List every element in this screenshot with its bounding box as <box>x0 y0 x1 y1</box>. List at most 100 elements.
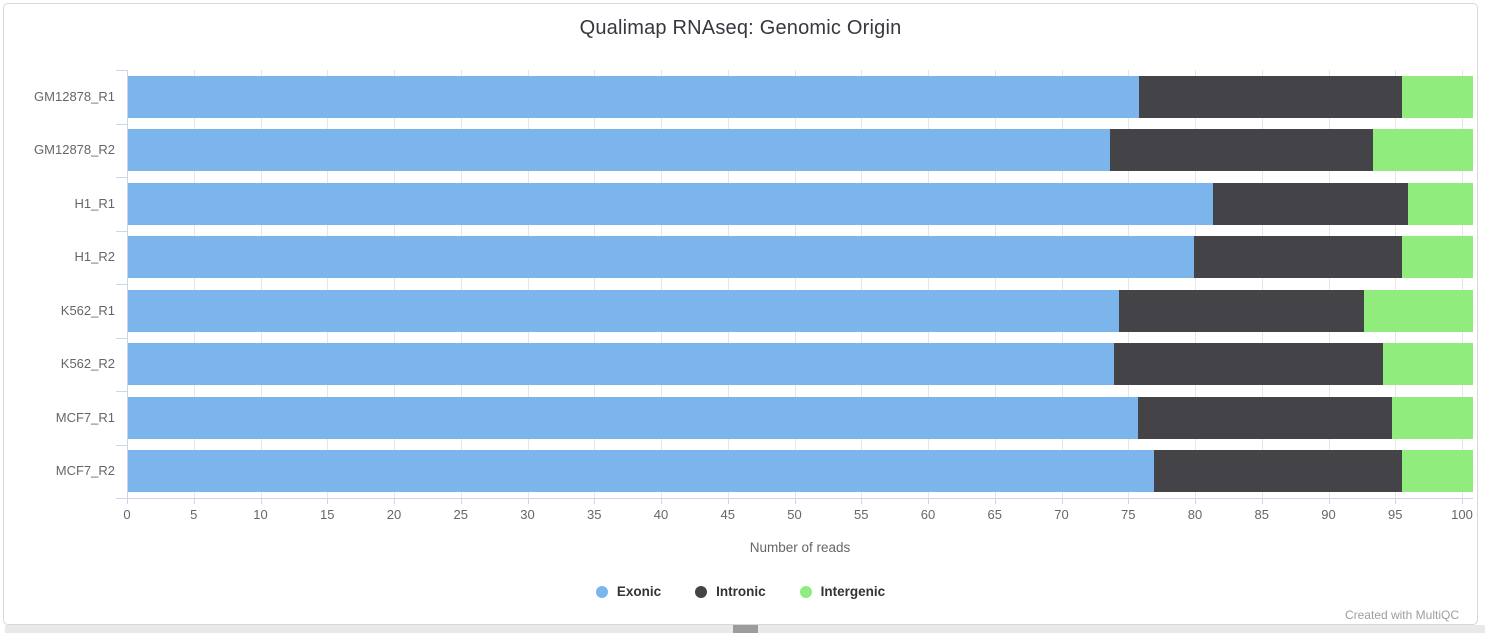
gridline-80 <box>1195 70 1196 498</box>
y-axis-line <box>127 70 128 498</box>
plot-area <box>116 70 1473 504</box>
bar-row-H1_R2 <box>127 236 1473 279</box>
x-tick-label-65: 65 <box>987 507 1002 522</box>
bar-segment-exonic-K562_R2[interactable] <box>127 343 1114 386</box>
legend: Exonic Intronic Intergenic <box>4 584 1477 599</box>
x-tick-label-40: 40 <box>653 507 669 522</box>
bar-segment-exonic-K562_R1[interactable] <box>127 289 1119 332</box>
bar-segment-exonic-GM12878_R2[interactable] <box>127 129 1110 172</box>
legend-label-intergenic: Intergenic <box>820 584 886 599</box>
x-tick-50 <box>794 498 796 504</box>
bar-row-GM12878_R2 <box>127 129 1473 172</box>
y-label-K562_R1: K562_R1 <box>60 302 115 318</box>
bar-segment-intronic-GM12878_R2[interactable] <box>1109 129 1374 172</box>
y-tick-4 <box>116 284 127 285</box>
y-tick-5 <box>116 338 127 339</box>
y-tick-8 <box>116 498 127 499</box>
h-scrollbar-thumb[interactable] <box>733 625 758 633</box>
bar-segment-intronic-MCF7_R1[interactable] <box>1137 396 1393 439</box>
bar-row-H1_R1 <box>127 182 1473 225</box>
h-scrollbar[interactable] <box>5 625 1485 633</box>
bar-segment-exonic-MCF7_R1[interactable] <box>127 396 1138 439</box>
y-label-H1_R1: H1_R1 <box>74 195 115 211</box>
y-label-GM12878_R2: GM12878_R2 <box>34 142 115 158</box>
legend-marker-exonic <box>595 585 608 598</box>
bar-row-MCF7_R2 <box>127 450 1473 493</box>
gridline-45 <box>727 70 729 498</box>
bar-segment-intronic-MCF7_R2[interactable] <box>1153 450 1402 493</box>
x-tick-85 <box>1261 498 1263 504</box>
gridline-40 <box>661 70 662 498</box>
bar-segment-intergenic-H1_R2[interactable] <box>1401 236 1473 279</box>
y-label-MCF7_R2: MCF7_R2 <box>55 463 115 479</box>
bar-segment-intergenic-GM12878_R1[interactable] <box>1401 75 1473 118</box>
x-tick-label-20: 20 <box>386 507 402 522</box>
bar-segment-exonic-GM12878_R1[interactable] <box>127 75 1140 118</box>
bar-segment-intergenic-K562_R2[interactable] <box>1382 343 1473 386</box>
x-tick-5 <box>193 498 195 504</box>
gridline-75 <box>1128 70 1130 498</box>
bar-segment-exonic-MCF7_R2[interactable] <box>127 450 1154 493</box>
bar-row-GM12878_R1 <box>127 75 1473 118</box>
x-tick-45 <box>727 498 729 504</box>
y-label-H1_R2: H1_R2 <box>74 249 115 265</box>
x-tick-15 <box>327 498 329 504</box>
bar-segment-intergenic-GM12878_R2[interactable] <box>1373 129 1473 172</box>
bar-segment-intronic-K562_R1[interactable] <box>1119 289 1364 332</box>
bar-segment-intronic-H1_R2[interactable] <box>1194 236 1402 279</box>
bar-segment-intronic-K562_R2[interactable] <box>1113 343 1383 386</box>
x-tick-10 <box>260 498 262 504</box>
x-tick-0 <box>127 498 128 504</box>
y-tick-7 <box>116 445 127 446</box>
x-tick-20 <box>394 498 395 504</box>
legend-label-exonic: Exonic <box>616 584 662 599</box>
legend-item-intergenic[interactable]: Intergenic <box>799 584 886 599</box>
bar-segment-intergenic-H1_R1[interactable] <box>1408 182 1473 225</box>
bar-segment-exonic-H1_R2[interactable] <box>127 236 1195 279</box>
x-tick-label-45: 45 <box>720 507 735 522</box>
x-tick-90 <box>1328 498 1330 504</box>
bar-segment-intronic-GM12878_R1[interactable] <box>1139 75 1402 118</box>
gridline-5 <box>193 70 195 498</box>
y-label-GM12878_R1: GM12878_R1 <box>34 88 115 104</box>
x-tick-55 <box>861 498 863 504</box>
gridline-20 <box>394 70 395 498</box>
bar-segment-intergenic-MCF7_R1[interactable] <box>1392 396 1473 439</box>
legend-item-exonic[interactable]: Exonic <box>595 584 662 599</box>
x-tick-65 <box>994 498 996 504</box>
bar-segment-intergenic-K562_R1[interactable] <box>1363 289 1473 332</box>
chart-card: Qualimap RNAseq: Genomic Origin 0 5 10 15 20… <box>3 3 1478 625</box>
x-tick-25 <box>460 498 462 504</box>
legend-label-intronic: Intronic <box>716 584 766 599</box>
x-tick-label-55: 55 <box>854 507 869 522</box>
x-tick-label-50: 50 <box>787 507 802 522</box>
bar-segment-intergenic-MCF7_R2[interactable] <box>1401 450 1473 493</box>
x-tick-label-70: 70 <box>1054 507 1069 522</box>
chart-title: Qualimap RNAseq: Genomic Origin <box>579 17 902 39</box>
y-tick-0 <box>116 70 127 71</box>
x-tick-label-60: 60 <box>920 507 936 522</box>
bar-row-K562_R2 <box>127 343 1473 386</box>
bar-row-K562_R1 <box>127 289 1473 332</box>
x-tick-60 <box>928 498 929 504</box>
credit-text: Created with MultiQC <box>1344 608 1459 622</box>
bar-segment-exonic-H1_R1[interactable] <box>127 182 1214 225</box>
gridline-35 <box>594 70 596 498</box>
gridline-15 <box>327 70 329 498</box>
gridline-30 <box>527 70 529 498</box>
y-tick-3 <box>116 231 127 232</box>
gridline-60 <box>928 70 929 498</box>
bar-segment-intronic-H1_R1[interactable] <box>1213 182 1409 225</box>
x-tick-label-25: 25 <box>453 507 468 522</box>
x-tick-100 <box>1462 498 1463 504</box>
x-tick-label-15: 15 <box>320 507 335 522</box>
x-tick-40 <box>661 498 662 504</box>
x-tick-label-85: 85 <box>1254 507 1269 522</box>
gridline-25 <box>460 70 462 498</box>
gridline-85 <box>1261 70 1263 498</box>
gridline-95 <box>1395 70 1397 498</box>
legend-item-intronic[interactable]: Intronic <box>695 584 766 599</box>
y-tick-1 <box>116 124 127 125</box>
gridline-70 <box>1061 70 1063 498</box>
gridline-65 <box>994 70 996 498</box>
